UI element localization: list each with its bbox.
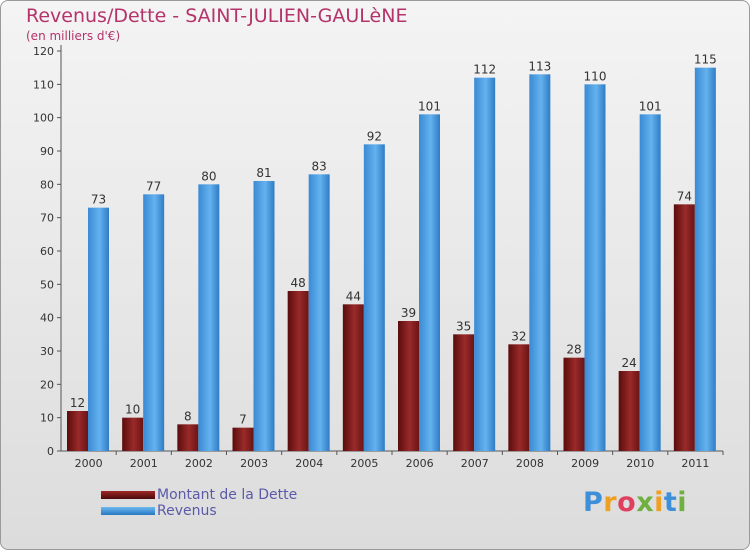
data-label-dette: 35 <box>456 319 471 333</box>
data-label-revenus: 112 <box>473 63 496 77</box>
bar-revenus <box>694 67 716 452</box>
bar-dette <box>122 417 144 451</box>
data-label-dette: 10 <box>125 403 140 417</box>
x-tick-label: 2007 <box>461 457 489 470</box>
y-tick-label: 70 <box>40 212 54 225</box>
bar-revenus <box>253 181 275 451</box>
x-tick-label: 2002 <box>185 457 213 470</box>
bar-dette <box>232 427 254 451</box>
logo-letter: o <box>617 487 637 518</box>
data-label-dette: 28 <box>566 343 581 357</box>
bar-revenus <box>198 184 220 452</box>
bar-revenus <box>363 144 385 452</box>
bar-dette <box>287 291 309 451</box>
logo-letter: x <box>636 487 655 518</box>
bar-revenus <box>308 174 330 452</box>
data-label-revenus: 101 <box>418 99 441 113</box>
logo-letter: t <box>663 487 678 518</box>
logo-letter: P <box>583 487 604 518</box>
chart-subtitle: (en milliers d'€) <box>26 29 121 43</box>
data-label-revenus: 73 <box>91 193 106 207</box>
x-tick-label: 2008 <box>516 457 544 470</box>
bar-revenus <box>474 77 496 452</box>
bar-revenus <box>419 114 440 451</box>
legend-label-revenus: Revenus <box>157 503 217 519</box>
x-tick-label: 2009 <box>571 457 599 470</box>
x-tick-label: 2000 <box>75 457 103 470</box>
y-tick-label: 0 <box>47 445 54 458</box>
y-tick-label: 30 <box>40 345 54 358</box>
data-label-dette: 44 <box>346 289 361 303</box>
bar-dette <box>508 344 530 451</box>
data-label-dette: 74 <box>677 189 692 203</box>
data-label-dette: 8 <box>184 409 192 423</box>
data-label-revenus: 80 <box>201 169 216 183</box>
bar-revenus <box>529 74 551 451</box>
data-label-dette: 39 <box>401 306 416 320</box>
bar-revenus <box>88 207 109 451</box>
y-tick-label: 120 <box>33 45 54 58</box>
bar-revenus <box>639 114 661 451</box>
chart-title: Revenus/Dette - SAINT-JULIEN-GAULèNE <box>26 5 408 27</box>
y-tick-label: 100 <box>33 112 54 125</box>
proxiti-logo: Proxiti <box>583 487 687 518</box>
x-tick-label: 2003 <box>240 457 268 470</box>
bar-dette <box>453 334 475 451</box>
x-tick-label: 2001 <box>130 457 158 470</box>
legend-item-revenus: Revenus <box>101 503 297 519</box>
bar-dette <box>618 371 640 451</box>
data-label-dette: 32 <box>511 329 526 343</box>
bar-dette <box>398 321 419 451</box>
bar-dette <box>67 411 88 451</box>
x-tick-label: 2011 <box>681 457 709 470</box>
bar-dette <box>563 357 585 451</box>
x-tick-label: 2004 <box>295 457 323 470</box>
logo-letter: i <box>677 487 688 518</box>
bar-dette <box>342 304 364 451</box>
data-label-revenus: 92 <box>367 129 382 143</box>
data-label-dette: 7 <box>239 413 247 427</box>
data-label-revenus: 77 <box>146 179 161 193</box>
y-tick-label: 80 <box>40 178 54 191</box>
legend-swatch-dette <box>101 491 155 499</box>
data-label-revenus: 115 <box>694 53 717 67</box>
data-label-dette: 12 <box>70 396 85 410</box>
x-tick-label: 2010 <box>626 457 654 470</box>
y-tick-label: 50 <box>40 278 54 291</box>
legend-label-dette: Montant de la Dette <box>157 487 298 503</box>
legend: Montant de la Dette Revenus <box>101 487 297 519</box>
data-label-dette: 24 <box>622 356 637 370</box>
y-tick-label: 20 <box>40 378 54 391</box>
data-label-revenus: 83 <box>312 159 327 173</box>
y-tick-label: 40 <box>40 312 54 325</box>
logo-letter: i <box>654 487 664 518</box>
y-tick-label: 110 <box>33 78 54 91</box>
bar-dette <box>177 424 199 451</box>
bar-revenus <box>143 194 165 452</box>
data-label-revenus: 101 <box>639 99 662 113</box>
bar-revenus <box>584 84 606 451</box>
x-tick-label: 2005 <box>350 457 378 470</box>
y-tick-label: 90 <box>40 145 54 158</box>
legend-item-dette: Montant de la Dette <box>101 487 297 503</box>
x-tick-label: 2006 <box>406 457 434 470</box>
data-label-revenus: 113 <box>528 59 551 73</box>
data-label-revenus: 81 <box>256 166 271 180</box>
data-label-revenus: 110 <box>584 69 607 83</box>
data-label-dette: 48 <box>291 276 306 290</box>
logo-letter: r <box>603 487 618 518</box>
bar-dette <box>673 204 695 451</box>
y-tick-label: 10 <box>40 412 54 425</box>
y-tick-label: 60 <box>40 245 54 258</box>
legend-swatch-revenus <box>101 507 155 515</box>
